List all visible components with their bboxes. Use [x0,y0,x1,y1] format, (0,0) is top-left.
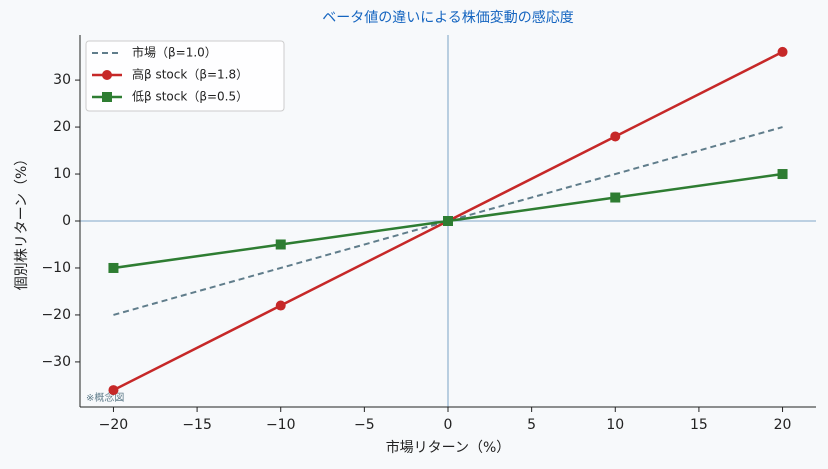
series-line [113,126,783,316]
legend-label: 低β stock（β=0.5） [132,90,248,104]
x-tick-label: −5 [354,417,375,433]
x-tick-label: −10 [266,417,296,433]
y-tick-label: 30 [53,72,71,88]
marker [610,192,621,203]
marker [443,216,453,226]
x-tick-label: 5 [527,417,536,433]
marker [108,262,119,273]
chart-title: ベータ値の違いによる株価変動の感応度 [322,9,574,26]
legend-label: 市場（β=1.0） [132,45,217,60]
y-axis-label: 個別株リターン（%） [14,152,30,291]
x-tick-label: 0 [444,417,453,433]
y-tick-label: 10 [53,166,71,182]
annotation: ※概念図 [86,391,124,404]
y-tick-label: −30 [41,354,71,370]
legend-marker [102,92,112,102]
x-tick-label: 20 [774,417,792,433]
marker [777,169,788,180]
y-tick-label: 0 [62,213,71,229]
marker [275,300,286,311]
y-tick-label: 20 [53,119,71,135]
x-tick-label: 15 [690,417,708,433]
marker [777,46,788,57]
legend-marker [102,70,112,80]
x-tick-label: −15 [182,417,212,433]
legend: 市場（β=1.0） 高β stock（β=1.8） 低β stock（β=0.5） [85,40,285,112]
marker [610,131,621,142]
x-axis-label: 市場リターン（%） [386,439,511,456]
x-tick-label: 10 [606,417,624,433]
marker [275,239,286,250]
y-tick-label: −20 [41,307,71,323]
x-tick-label: −20 [99,417,129,433]
legend-label: 高β stock（β=1.8） [132,67,248,82]
legend-box [85,40,285,112]
y-tick-label: −10 [41,260,71,276]
marker [108,385,119,396]
